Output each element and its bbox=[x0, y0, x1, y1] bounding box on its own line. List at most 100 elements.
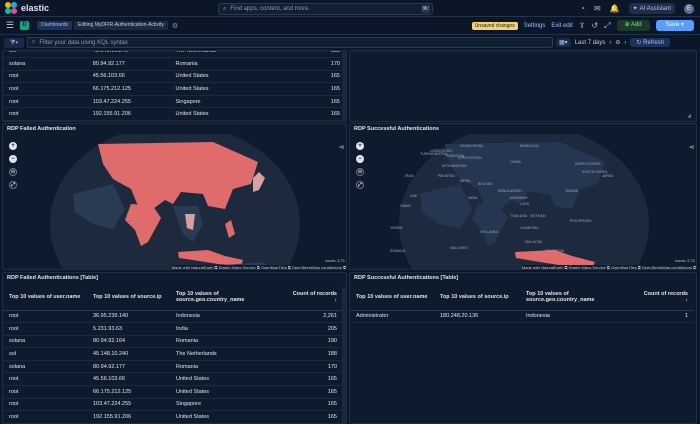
partial-table: sol 45.148.10.240 The Netherlands 188 solana… bbox=[3, 51, 346, 121]
compass-icon[interactable]: ⊙ bbox=[356, 168, 364, 176]
map-failed[interactable]: + − ⊙ ⤢ ⊲ zoom: 2.71 Made with NaturalEa… bbox=[3, 134, 346, 269]
legend-icon[interactable]: ⊲ bbox=[338, 145, 344, 151]
kql-search-input[interactable]: ⌕ Filter your data using KQL syntax bbox=[27, 37, 553, 48]
column-header[interactable]: Count of records ↓ bbox=[285, 284, 343, 311]
region-indonesia bbox=[178, 250, 243, 266]
fullscreen-icon[interactable]: ⤢ bbox=[604, 20, 611, 30]
region-japan bbox=[253, 172, 265, 192]
table-failed: Top 10 values of user.name Top 10 values … bbox=[3, 284, 343, 423]
fullscreen-icon[interactable]: ⤢ bbox=[9, 181, 17, 189]
global-search-input[interactable]: ⌕ Find apps, content, and more. ⌘/ bbox=[218, 3, 433, 15]
newsfeed-icon[interactable]: ✉ bbox=[593, 3, 601, 13]
avatar[interactable]: E bbox=[684, 3, 694, 14]
map-country-label: KYRGYZSTAN bbox=[458, 156, 482, 160]
map-country-label: PHILIPPINES bbox=[570, 219, 592, 223]
table-row[interactable]: root 66.175.212.125 United States 165 bbox=[3, 385, 343, 399]
map-country-label: INDIA bbox=[468, 196, 478, 200]
hamburger-menu-icon[interactable]: ☰ bbox=[6, 20, 15, 30]
chevron-right-icon[interactable]: › bbox=[624, 39, 627, 46]
map-country-label: UAE bbox=[410, 194, 418, 198]
settings-button[interactable]: Settings bbox=[523, 22, 546, 29]
add-label: Add bbox=[630, 22, 642, 28]
cell-country: The Netherlands bbox=[170, 347, 285, 361]
cell-source-ip: 103.47.224.255 bbox=[87, 398, 170, 412]
column-header[interactable]: Top 10 values of source.ip bbox=[87, 284, 170, 311]
space-badge[interactable]: D bbox=[20, 21, 30, 30]
notifications-icon[interactable]: 🔔 bbox=[609, 3, 620, 13]
cell-count: 165 bbox=[284, 70, 346, 84]
cell-user-name: sol bbox=[3, 347, 87, 361]
gear-icon[interactable]: ⚙ bbox=[171, 22, 179, 30]
table-row[interactable]: sol 45.148.10.240 The Netherlands 188 bbox=[3, 347, 343, 361]
chevron-left-icon[interactable]: ‹ bbox=[609, 39, 612, 46]
map-country-label: CAMBODIA bbox=[520, 226, 539, 230]
legend-icon[interactable]: ⊲ bbox=[688, 145, 694, 151]
region-india bbox=[125, 204, 161, 246]
table-row[interactable]: Administrator 180.248.20.136 Indonesia 1 bbox=[350, 310, 694, 324]
cell-user-name: solana bbox=[3, 360, 87, 374]
cell-count: 165 bbox=[285, 372, 343, 387]
map-country-label: MYANMAR bbox=[510, 196, 528, 200]
table-row[interactable]: solana 80.94.92.164 Romania 190 bbox=[3, 335, 343, 349]
filter-menu-icon[interactable]: ⧩▾ bbox=[4, 37, 24, 48]
zoom-out-icon[interactable]: − bbox=[356, 155, 364, 163]
column-header[interactable]: Top 10 values of source.geo.country_name bbox=[520, 284, 636, 311]
cell-source-ip: 80.94.92.177 bbox=[87, 360, 170, 374]
scrollbar[interactable] bbox=[342, 287, 346, 423]
zoom-in-icon[interactable]: + bbox=[9, 142, 17, 150]
column-header[interactable]: Count of records ↓ bbox=[636, 284, 694, 311]
column-header[interactable]: Top 10 values of user.name bbox=[350, 284, 434, 311]
map-success[interactable]: TAJIKISTAN AFGHANISTAN PAKISTAN NEPAL BHUTAN… bbox=[350, 134, 696, 269]
table-row[interactable]: root 192.155.91.206 United States 165 bbox=[3, 107, 346, 121]
cell-user-name: root bbox=[3, 410, 87, 423]
map-controls: + − ⊙ ⤢ bbox=[356, 142, 364, 189]
zoom-in-icon[interactable]: + bbox=[356, 142, 364, 150]
map-country-label: NEPAL bbox=[460, 179, 472, 183]
save-button[interactable]: Save ▾ bbox=[655, 20, 694, 31]
fullscreen-icon[interactable]: ⤢ bbox=[356, 181, 364, 189]
table-success: Top 10 values of user.name Top 10 values … bbox=[350, 284, 694, 324]
elastic-logo[interactable]: elastic bbox=[5, 2, 49, 14]
cell-count: 188 bbox=[284, 51, 346, 59]
map-country-label: TURKMENISTAN bbox=[420, 152, 448, 156]
cell-source-ip: 45.56.103.66 bbox=[87, 372, 170, 387]
date-range[interactable]: Last 7 days bbox=[574, 39, 606, 46]
table-row[interactable]: solana 80.94.92.177 Romania 170 bbox=[3, 360, 343, 374]
scrollbar[interactable] bbox=[342, 51, 346, 121]
region-russia-china bbox=[98, 142, 258, 209]
table-row[interactable]: root 66.175.212.125 United States 165 bbox=[3, 82, 346, 96]
region-indonesia bbox=[515, 250, 595, 268]
calendar-icon[interactable]: ▦▾ bbox=[556, 38, 571, 47]
search-icon: ⌕ bbox=[223, 5, 227, 12]
zoom-out-icon[interactable]: − bbox=[9, 155, 17, 163]
table-row[interactable]: root 45.56.103.66 United States 165 bbox=[3, 70, 346, 84]
refresh-button[interactable]: ↻ Refresh bbox=[630, 38, 671, 47]
table-row[interactable]: root 103.47.224.255 Singapore 165 bbox=[3, 398, 343, 412]
table-row[interactable]: sol 45.148.10.240 The Netherlands 188 bbox=[3, 51, 346, 59]
reset-icon[interactable]: ↺ bbox=[591, 20, 599, 30]
help-icon[interactable]: ◔ bbox=[580, 3, 585, 13]
table-row[interactable]: root 192.155.91.206 United States 165 bbox=[3, 410, 343, 423]
zoom-out-icon[interactable]: ⊖ bbox=[615, 40, 621, 46]
ai-assistant-button[interactable]: ✦ AI Assistant bbox=[628, 3, 675, 14]
add-panel-button[interactable]: ⊕ Add bbox=[616, 20, 650, 31]
column-header[interactable]: Top 10 values of source.ip bbox=[434, 284, 520, 311]
search-shortcut: ⌘/ bbox=[421, 5, 430, 13]
map-country-label: MALDIVES bbox=[450, 246, 468, 250]
compass-icon[interactable]: ⊙ bbox=[9, 168, 17, 176]
map-country-label: BANGLADESH bbox=[498, 189, 522, 193]
partial-table-panel: sol 45.148.10.240 The Netherlands 188 solana… bbox=[2, 50, 347, 122]
column-header[interactable]: Top 10 values of user.name bbox=[3, 284, 87, 311]
table-row[interactable]: root 5.231.93.63 India 205 bbox=[3, 322, 343, 336]
column-header[interactable]: Top 10 values of source.geo.country_name bbox=[170, 284, 285, 311]
table-row[interactable]: root 36.95.239.140 Indonesia 2,261 bbox=[3, 310, 343, 324]
resize-handle-icon[interactable]: ◢ bbox=[687, 113, 691, 119]
table-row[interactable]: solana 80.94.92.177 Romania 170 bbox=[3, 57, 346, 71]
table-row[interactable]: root 103.47.224.255 Singapore 165 bbox=[3, 95, 346, 109]
table-row[interactable]: root 45.56.103.66 United States 165 bbox=[3, 372, 343, 387]
share-icon[interactable]: ⇪ bbox=[578, 20, 586, 30]
exit-edit-button[interactable]: Exit edit bbox=[551, 22, 573, 29]
breadcrumb-dashboards[interactable]: Dashboards bbox=[37, 21, 73, 30]
date-picker: ▦▾ Last 7 days ‹ ⊖ › ↻ Refresh bbox=[556, 38, 671, 47]
kql-placeholder: Filter your data using KQL syntax bbox=[39, 39, 128, 46]
